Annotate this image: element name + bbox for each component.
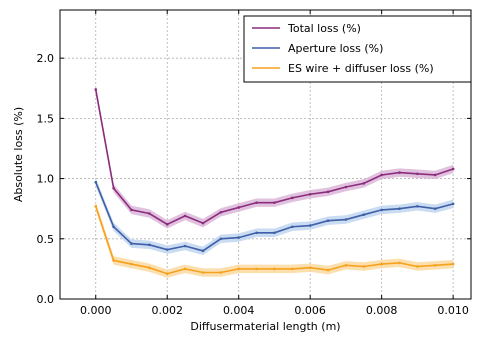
x-tick-label: 0.010 bbox=[437, 304, 469, 317]
data-point bbox=[380, 208, 383, 212]
series-band bbox=[95, 202, 454, 278]
data-point bbox=[308, 224, 312, 227]
data-point bbox=[148, 212, 151, 215]
data-point bbox=[165, 272, 169, 276]
data-point bbox=[183, 244, 187, 248]
data-point bbox=[291, 267, 294, 271]
x-tick-label: 0.006 bbox=[294, 304, 326, 317]
data-point bbox=[380, 173, 383, 177]
data-point bbox=[326, 268, 330, 272]
data-point bbox=[219, 211, 223, 214]
series-lines bbox=[94, 88, 455, 276]
series-band bbox=[95, 85, 454, 229]
data-point bbox=[94, 204, 98, 208]
data-point bbox=[416, 265, 419, 268]
confidence-bands bbox=[95, 85, 454, 278]
data-point bbox=[362, 213, 366, 217]
data-point bbox=[308, 266, 312, 269]
data-point bbox=[362, 182, 366, 185]
data-point bbox=[112, 186, 115, 190]
y-tick-label: 1.5 bbox=[37, 112, 55, 125]
data-point bbox=[237, 206, 240, 209]
data-point bbox=[273, 267, 276, 271]
data-point bbox=[130, 242, 133, 245]
x-axis-label: Diffusermaterial length (m) bbox=[190, 320, 340, 333]
data-point bbox=[201, 249, 205, 253]
data-point bbox=[398, 171, 401, 174]
data-point bbox=[344, 263, 348, 267]
data-point bbox=[326, 219, 330, 223]
data-point bbox=[130, 208, 133, 212]
plot-frame bbox=[59, 9, 472, 300]
data-point bbox=[433, 263, 437, 267]
legend-label: ES wire + diffuser loss (%) bbox=[288, 62, 434, 75]
x-tick-label: 0.002 bbox=[151, 304, 183, 317]
data-point bbox=[291, 225, 294, 229]
data-point bbox=[451, 262, 455, 266]
legend-box bbox=[243, 15, 472, 83]
data-point bbox=[165, 248, 169, 251]
y-tick-label: 0.0 bbox=[37, 293, 55, 306]
data-point bbox=[273, 201, 276, 204]
data-point bbox=[201, 271, 205, 274]
data-point bbox=[94, 88, 98, 91]
data-point bbox=[148, 243, 151, 247]
data-point bbox=[148, 266, 151, 269]
data-point bbox=[362, 265, 366, 268]
data-point bbox=[326, 190, 330, 194]
data-point bbox=[94, 180, 98, 184]
data-point bbox=[201, 221, 205, 225]
data-point bbox=[344, 185, 348, 189]
data-point bbox=[255, 231, 258, 235]
data-point bbox=[451, 167, 455, 171]
data-point bbox=[308, 192, 312, 196]
legend-label: Aperture loss (%) bbox=[288, 42, 383, 55]
legend-label: Total loss (%) bbox=[287, 22, 361, 35]
data-point bbox=[416, 204, 419, 208]
data-point bbox=[219, 271, 223, 274]
data-point bbox=[130, 262, 133, 266]
data-point bbox=[451, 202, 455, 206]
data-point bbox=[273, 231, 276, 235]
axis-ticks: 0.000 0.002 0.004 0.006 0.008 0.010 0.0 0.5 1.0 1… bbox=[37, 10, 471, 317]
data-point bbox=[398, 261, 401, 265]
y-axis-label: Absolute loss (%) bbox=[12, 107, 25, 202]
legend: Total loss (%) Aperture loss (%) ES wire +… bbox=[243, 15, 472, 83]
y-tick-label: 1.0 bbox=[37, 173, 55, 186]
data-point bbox=[398, 207, 401, 210]
data-point bbox=[183, 267, 187, 271]
data-point bbox=[112, 259, 115, 262]
data-point bbox=[255, 201, 258, 204]
data-point bbox=[255, 267, 258, 271]
x-tick-label: 0.004 bbox=[223, 304, 255, 317]
y-tick-label: 2.0 bbox=[37, 52, 55, 65]
data-point bbox=[219, 237, 223, 241]
data-point bbox=[183, 214, 187, 218]
data-point bbox=[237, 236, 240, 239]
data-point bbox=[291, 196, 294, 200]
series-band bbox=[95, 177, 454, 256]
data-point bbox=[433, 173, 437, 177]
data-point bbox=[344, 218, 348, 221]
x-tick-label: 0.008 bbox=[366, 304, 398, 317]
data-point bbox=[380, 262, 383, 266]
data-point bbox=[416, 172, 419, 176]
data-point bbox=[165, 223, 169, 226]
y-tick-label: 0.5 bbox=[37, 233, 55, 246]
x-tick-label: 0.000 bbox=[80, 304, 112, 317]
data-point bbox=[433, 207, 437, 210]
data-point bbox=[237, 267, 240, 271]
data-point bbox=[112, 225, 115, 229]
